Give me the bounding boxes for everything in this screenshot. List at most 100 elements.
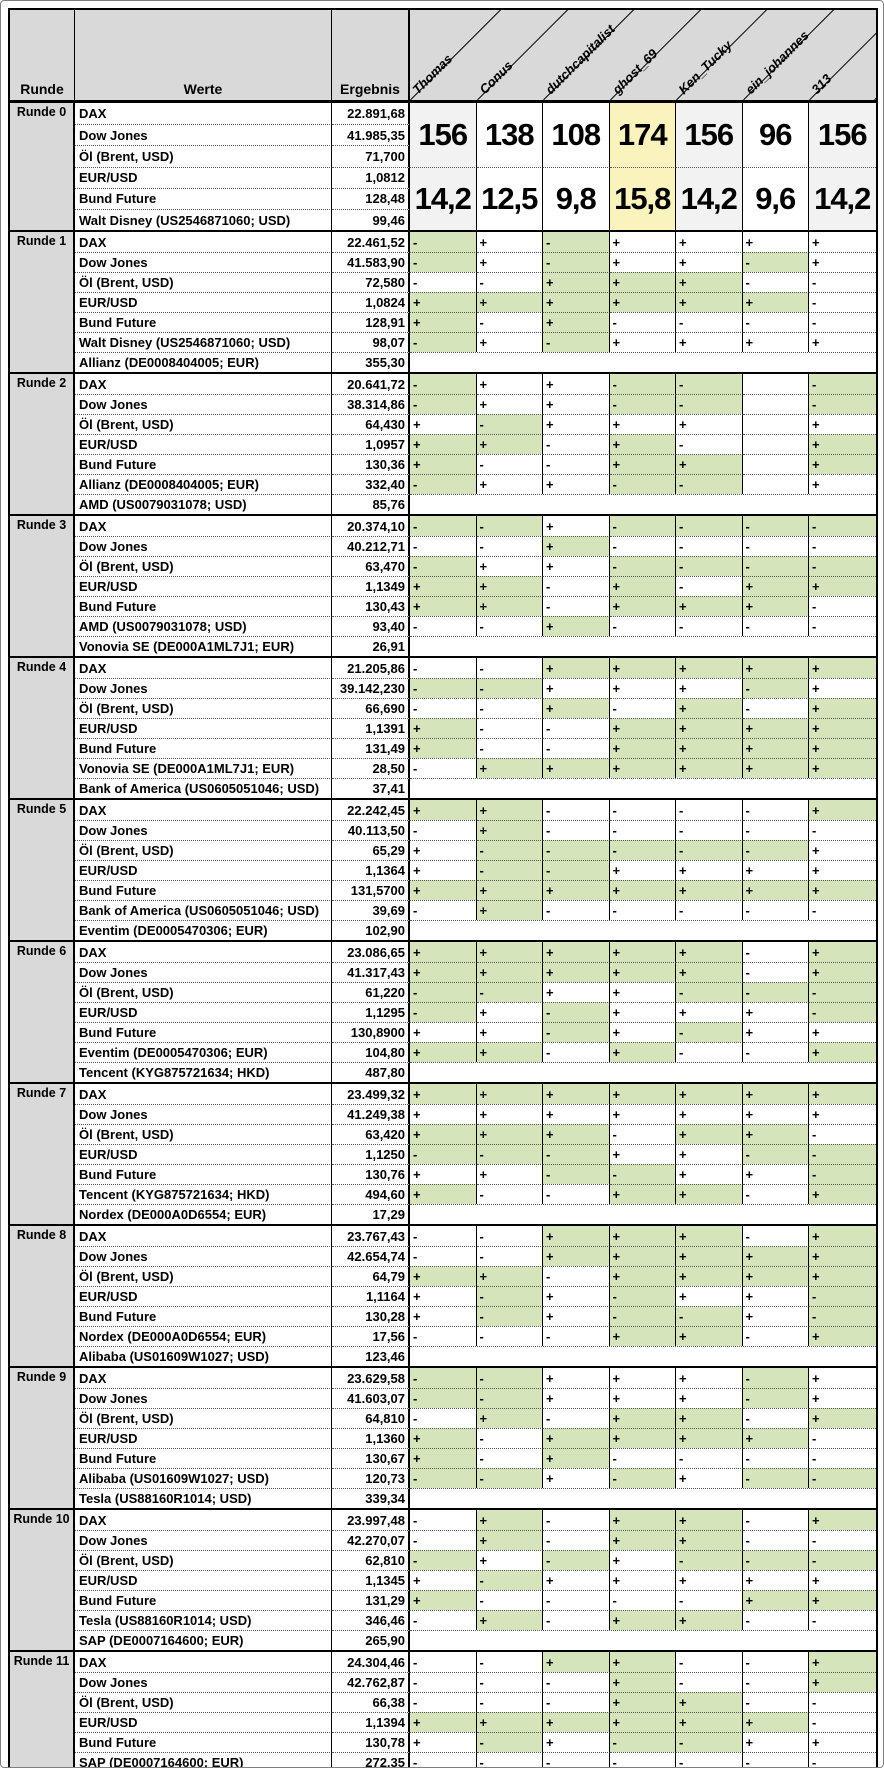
prediction-cell[interactable]: + [410, 1448, 477, 1469]
prediction-cell[interactable]: + [476, 1510, 543, 1531]
score-detail-cell[interactable]: 12,5 [476, 166, 543, 231]
prediction-cell[interactable]: + [609, 1042, 676, 1063]
result-cell[interactable]: 39.142,230 [332, 678, 410, 699]
prediction-cell[interactable]: - [742, 1468, 809, 1489]
asset-cell[interactable]: AMD (US0079031078; USD) [75, 494, 332, 515]
prediction-cell[interactable]: + [543, 374, 610, 395]
asset-cell[interactable]: Bank of America (US0605051046; USD) [75, 778, 332, 799]
prediction-cell[interactable]: + [742, 880, 809, 901]
prediction-cell[interactable]: + [609, 1184, 676, 1205]
asset-cell[interactable]: Tencent (KYG875721634; HKD) [75, 1062, 332, 1083]
prediction-cell[interactable]: - [543, 1590, 610, 1611]
prediction-cell[interactable]: - [676, 576, 743, 597]
prediction-cell[interactable]: - [676, 800, 743, 821]
prediction-cell[interactable]: + [809, 1388, 876, 1408]
prediction-cell[interactable]: - [410, 232, 477, 253]
prediction-cell[interactable]: + [742, 718, 809, 739]
prediction-cell[interactable]: - [543, 820, 610, 841]
result-cell[interactable]: 332,40 [332, 474, 410, 495]
prediction-cell[interactable]: - [809, 536, 876, 556]
prediction-cell[interactable]: + [609, 454, 676, 475]
asset-cell[interactable]: Dow Jones [75, 678, 332, 699]
prediction-cell[interactable]: + [410, 434, 477, 455]
score-detail-cell[interactable]: 9,8 [543, 166, 610, 231]
prediction-cell[interactable]: + [476, 758, 543, 779]
prediction-cell[interactable]: - [809, 1428, 876, 1448]
prediction-cell[interactable]: + [676, 1468, 743, 1489]
prediction-cell[interactable]: + [676, 1164, 743, 1185]
prediction-cell[interactable]: + [476, 962, 543, 983]
result-cell[interactable]: 487,80 [332, 1062, 410, 1083]
asset-cell[interactable]: DAX [75, 1084, 332, 1105]
prediction-cell[interactable]: + [476, 1266, 543, 1287]
prediction-cell[interactable]: - [543, 1042, 610, 1063]
prediction-cell[interactable]: + [676, 1530, 743, 1551]
result-cell[interactable]: 22.242,45 [332, 800, 410, 821]
prediction-cell[interactable]: + [809, 1732, 876, 1752]
result-cell[interactable]: 130,78 [332, 1732, 410, 1753]
prediction-cell[interactable]: + [609, 1104, 676, 1125]
prediction-cell[interactable]: - [543, 332, 610, 353]
prediction-cell[interactable]: - [609, 820, 676, 841]
asset-cell[interactable]: Öl (Brent, USD) [75, 840, 332, 861]
prediction-cell[interactable]: - [676, 474, 743, 495]
prediction-cell[interactable]: + [476, 1124, 543, 1145]
prediction-cell[interactable]: - [476, 414, 543, 435]
result-cell[interactable]: 40.212,71 [332, 536, 410, 557]
round-label[interactable]: Runde 9 [10, 1368, 75, 1509]
prediction-cell[interactable]: + [676, 1388, 743, 1409]
asset-cell[interactable]: EUR/USD [75, 434, 332, 455]
asset-cell[interactable]: EUR/USD [75, 860, 332, 881]
prediction-cell[interactable]: + [676, 1002, 743, 1023]
prediction-cell[interactable] [742, 414, 809, 435]
prediction-cell[interactable]: - [410, 678, 477, 699]
prediction-cell[interactable]: - [410, 1388, 477, 1409]
asset-cell[interactable]: Nordex (DE000A0D6554; EUR) [75, 1326, 332, 1347]
prediction-cell[interactable]: + [809, 758, 876, 779]
prediction-cell[interactable]: - [609, 374, 676, 395]
round-label[interactable]: Runde 8 [10, 1226, 75, 1367]
result-cell[interactable]: 1,1164 [332, 1286, 410, 1307]
prediction-cell[interactable] [743, 374, 809, 395]
result-cell[interactable]: 1,1360 [332, 1428, 410, 1449]
prediction-cell[interactable]: + [609, 738, 676, 759]
round-label[interactable]: Runde 0 [10, 103, 75, 231]
prediction-cell[interactable]: - [809, 1124, 876, 1144]
prediction-cell[interactable]: + [609, 1692, 676, 1713]
prediction-cell[interactable]: + [476, 1610, 543, 1631]
prediction-cell[interactable]: + [410, 738, 477, 759]
prediction-cell[interactable]: - [476, 1692, 543, 1713]
prediction-cell[interactable]: - [676, 1022, 743, 1043]
prediction-cell[interactable]: + [676, 1124, 743, 1145]
prediction-cell[interactable]: + [543, 1104, 610, 1125]
result-cell[interactable]: 128,48 [332, 187, 410, 209]
prediction-cell[interactable]: - [609, 474, 676, 495]
result-cell[interactable]: 20.374,10 [332, 516, 410, 537]
prediction-cell[interactable]: + [742, 738, 809, 759]
prediction-cell[interactable]: - [676, 556, 743, 577]
prediction-cell[interactable]: + [809, 1590, 876, 1611]
prediction-cell[interactable]: + [543, 414, 610, 435]
prediction-cell[interactable]: + [543, 758, 610, 779]
prediction-cell[interactable]: + [476, 576, 543, 597]
result-cell[interactable]: 85,76 [332, 494, 410, 515]
prediction-cell[interactable]: - [410, 658, 477, 679]
prediction-cell[interactable]: - [476, 1590, 543, 1611]
prediction-cell[interactable]: - [742, 312, 809, 333]
asset-cell[interactable]: DAX [75, 1510, 332, 1531]
prediction-cell[interactable]: + [742, 596, 809, 617]
prediction-cell[interactable]: + [609, 1144, 676, 1165]
prediction-cell[interactable]: + [676, 1428, 743, 1449]
prediction-cell[interactable]: - [676, 1448, 743, 1469]
asset-cell[interactable]: Öl (Brent, USD) [75, 1692, 332, 1713]
prediction-cell[interactable]: - [410, 556, 477, 577]
prediction-cell[interactable]: - [809, 900, 876, 920]
prediction-cell[interactable]: + [410, 1712, 477, 1733]
prediction-cell[interactable]: - [676, 516, 743, 537]
prediction-cell[interactable]: - [476, 1732, 543, 1753]
prediction-cell[interactable]: + [410, 596, 477, 617]
prediction-cell[interactable]: - [676, 374, 743, 395]
prediction-cell[interactable]: + [410, 454, 477, 475]
prediction-cell[interactable]: - [410, 252, 477, 273]
result-cell[interactable]: 346,46 [332, 1610, 410, 1631]
